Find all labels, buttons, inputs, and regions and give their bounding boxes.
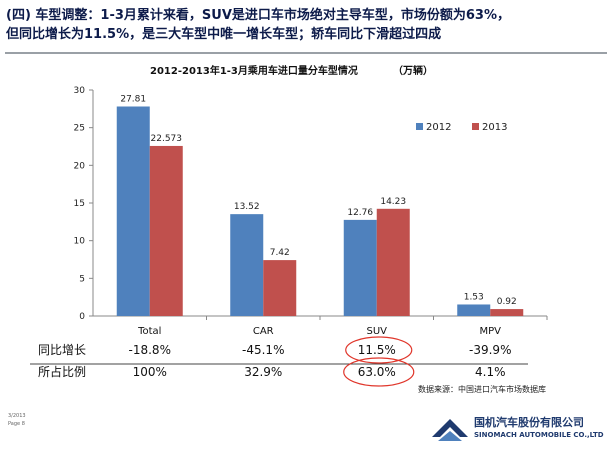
table-row-label: 所占比例 [38,364,86,379]
data-label: 1.53 [464,292,484,302]
headline-line-2: 但同比增长为11.5%，是三大车型中唯一增长车型；轿车同比下滑超过四成 [6,27,442,42]
category-label: MPV [480,326,502,337]
data-label: 27.81 [120,94,146,104]
category-label: SUV [366,326,387,337]
headline-line-1: (四) 车型调整：1-3月累计来看，SUV是进口车市场绝对主导车型，市场份额为6… [6,8,510,23]
table-cell: 32.9% [244,365,282,379]
data-label: 22.573 [151,134,183,144]
data-label: 14.23 [380,197,406,207]
highlight-circle-share [343,357,415,387]
footer-date: 3/2013 [8,413,26,419]
data-label: 0.92 [497,297,517,307]
bar-mpv-2013 [490,309,524,316]
legend-label: 2013 [482,122,507,133]
table-row-label: 同比增长 [38,343,86,357]
table-cell: -39.9% [469,343,511,357]
legend-label: 2012 [426,122,451,133]
footer-page: Page 8 [8,421,25,427]
data-label: 12.76 [347,208,373,218]
bar-total-2012 [116,106,150,316]
legend-swatch-2013 [472,123,479,130]
y-tick-label: 20 [74,161,86,171]
y-tick-label: 25 [74,124,85,134]
bar-car-2012 [230,214,264,316]
highlight-circle-growth [345,336,413,364]
chart-title: 2012-2013年1-3月乘用车进口量分车型情况 [150,66,358,77]
y-tick-label: 5 [79,274,85,284]
company-name-en: SINOMACH AUTOMOBILE CO.,LTD [474,431,604,439]
data-label: 7.42 [270,248,290,258]
y-tick-label: 10 [74,237,86,247]
bar-suv-2012 [343,219,377,316]
bar-car-2013 [263,260,297,316]
y-tick-label: 30 [74,86,86,96]
category-label: Total [137,326,161,337]
chart-unit: （万辆） [393,66,433,77]
table-cell: 4.1% [475,365,506,379]
category-label: CAR [253,326,274,337]
data-label: 13.52 [234,202,260,212]
footer-info: 3/2013 Page 8 [8,412,26,428]
bar-suv-2013 [376,208,410,316]
table-cell: 63.0% [358,365,396,379]
data-source-note: 数据来源：中国进口汽车市场数据库 [418,385,546,394]
bar-mpv-2012 [457,304,491,316]
table-cell: -45.1% [242,343,284,357]
company-name-cn: 国机汽车股份有限公司 [474,416,584,429]
headline: (四) 车型调整：1-3月累计来看，SUV是进口车市场绝对主导车型，市场份额为6… [6,6,610,44]
header-divider [5,52,607,54]
table-cell: -18.8% [129,343,171,357]
y-tick-label: 0 [79,312,85,322]
y-tick-label: 15 [74,199,85,209]
table-cell: 11.5% [358,343,396,357]
company-logo-icon [432,419,468,441]
bar-total-2013 [149,145,183,316]
legend-swatch-2012 [416,123,423,130]
table-cell: 100% [133,365,167,379]
